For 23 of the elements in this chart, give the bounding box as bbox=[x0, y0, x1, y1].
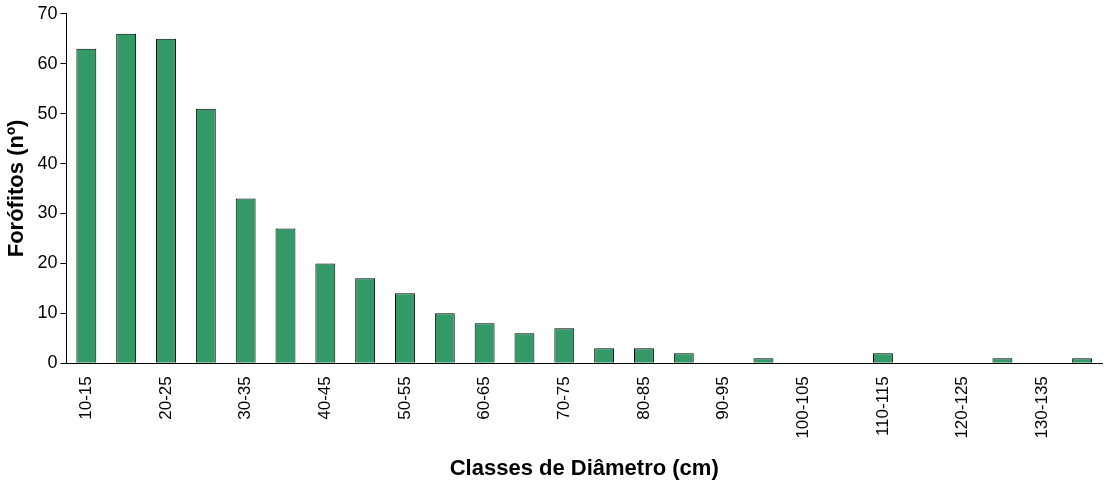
y-axis-title: Forófitos (nº) bbox=[3, 119, 29, 258]
y-tick-label: 30 bbox=[37, 202, 58, 223]
x-tick-label: 40-45 bbox=[315, 376, 334, 420]
x-tick-label: 110-115 bbox=[872, 376, 892, 437]
y-tick-label: 60 bbox=[37, 52, 58, 73]
y-tick-label: 10 bbox=[37, 302, 58, 323]
x-tick-label: 20-25 bbox=[155, 376, 175, 420]
x-tick-label: 80-85 bbox=[633, 376, 653, 420]
x-tick-label: 130-135 bbox=[1031, 376, 1051, 439]
y-tick-label: 20 bbox=[37, 252, 58, 273]
y-tick-label: 70 bbox=[37, 2, 58, 23]
x-tick-label: 60-65 bbox=[474, 376, 494, 420]
x-tick-label: 70-75 bbox=[553, 376, 573, 420]
x-tick-label: 10-15 bbox=[76, 376, 96, 420]
x-tick-label: 50-55 bbox=[394, 376, 414, 420]
x-tick-label: 90-95 bbox=[713, 376, 733, 420]
x-tick-label: 100-105 bbox=[792, 376, 812, 439]
x-tick-label: 30-35 bbox=[235, 376, 255, 420]
x-axis-title: Classes de Diâmetro (cm) bbox=[449, 454, 719, 480]
x-tick-label: 120-125 bbox=[952, 376, 972, 439]
y-tick-label: 40 bbox=[37, 152, 58, 173]
y-tick-label: 50 bbox=[37, 102, 58, 123]
y-tick-label: 0 bbox=[47, 352, 58, 373]
